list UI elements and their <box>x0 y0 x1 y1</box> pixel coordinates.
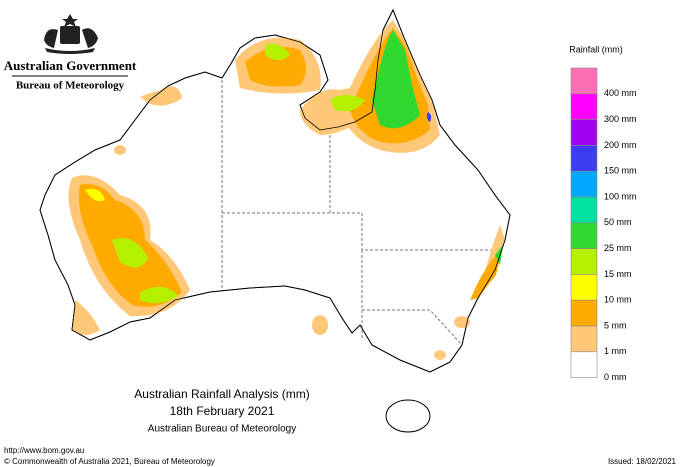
legend-label: 25 mm <box>604 243 632 253</box>
legend-swatch <box>570 248 598 275</box>
legend-label: 300 mm <box>604 114 637 124</box>
legend-swatch <box>570 196 598 224</box>
legend-swatch <box>570 325 598 353</box>
map-source: Australian Bureau of Meteorology <box>148 424 296 435</box>
legend-label: 1 mm <box>604 346 627 356</box>
tasmania <box>385 399 431 433</box>
legend-swatch <box>570 93 598 120</box>
legend-label: 50 mm <box>604 217 632 227</box>
legend-swatch <box>570 170 598 198</box>
bureau-name: Bureau of Meteorology <box>16 80 125 92</box>
map-date: 18th February 2021 <box>170 404 275 418</box>
legend-swatch <box>570 351 598 378</box>
state-borders <box>221 80 500 346</box>
issued-date: Issued: 18/02/2021 <box>608 457 677 466</box>
coat-of-arms <box>44 14 98 54</box>
legend-swatch <box>570 67 598 95</box>
legend-swatch <box>570 145 598 172</box>
australia-map <box>39 8 511 433</box>
legend-title: Rainfall (mm) <box>569 44 623 54</box>
legend: Rainfall (mm) 400 mm 300 mm 200 mm 150 mm 10… <box>569 44 636 382</box>
government-name: Australian Government <box>4 58 137 73</box>
legend-label: 100 mm <box>604 191 637 201</box>
legend-label: 150 mm <box>604 166 637 176</box>
rainfall-areas <box>68 20 505 360</box>
url[interactable]: http://www.bom.gov.au <box>4 446 84 455</box>
legend-swatch <box>570 119 598 146</box>
legend-label: 10 mm <box>604 295 632 305</box>
legend-swatch <box>570 274 598 301</box>
copyright: © Commonwealth of Australia 2021, Bureau… <box>4 457 215 466</box>
legend-label: 200 mm <box>604 140 637 150</box>
legend-label: 400 mm <box>604 88 637 98</box>
legend-swatch <box>570 299 598 327</box>
legend-swatch <box>570 222 598 249</box>
coastline <box>39 9 511 373</box>
legend-label: 5 mm <box>604 320 627 330</box>
legend-label: 0 mm <box>604 372 627 382</box>
legend-label: 15 mm <box>604 269 632 279</box>
map-title: Australian Rainfall Analysis (mm) <box>134 387 309 401</box>
